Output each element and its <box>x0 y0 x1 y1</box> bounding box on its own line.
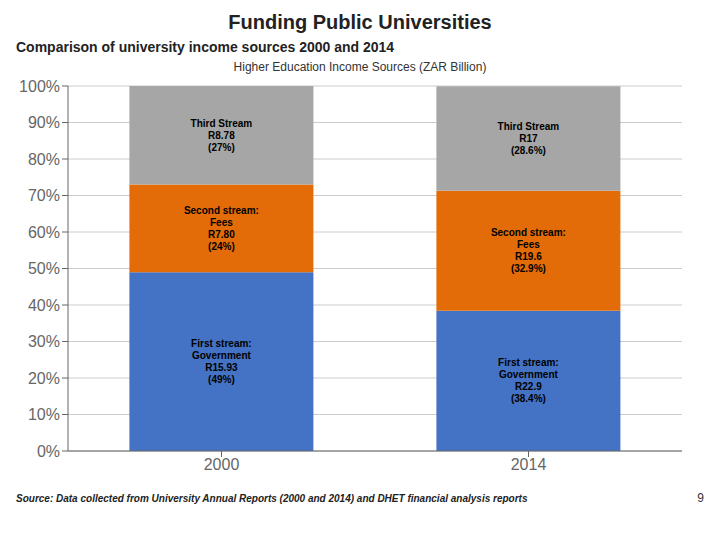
svg-text:30%: 30% <box>28 333 60 350</box>
svg-text:Government: Government <box>192 350 252 361</box>
svg-text:R17: R17 <box>519 133 538 144</box>
svg-text:Government: Government <box>499 369 559 380</box>
svg-text:(24%): (24%) <box>208 241 235 252</box>
svg-text:R22.9: R22.9 <box>515 381 542 392</box>
svg-text:(49%): (49%) <box>208 374 235 385</box>
svg-text:R15.93: R15.93 <box>205 362 238 373</box>
svg-text:First stream:: First stream: <box>191 338 252 349</box>
svg-text:2014: 2014 <box>511 456 547 473</box>
svg-text:R19.6: R19.6 <box>515 251 542 262</box>
svg-text:Third Stream: Third Stream <box>191 118 253 129</box>
html-text:Higher Education Income Source: Higher Education Income Sources (ZAR Bil… <box>233 60 487 74</box>
svg-text:90%: 90% <box>28 114 60 131</box>
svg-text:Second stream:: Second stream: <box>184 205 259 216</box>
svg-text:20%: 20% <box>28 370 60 387</box>
svg-text:100%: 100% <box>19 78 60 95</box>
svg-text:Second stream:: Second stream: <box>491 227 566 238</box>
svg-text:(32.9%): (32.9%) <box>511 263 546 274</box>
svg-text:R8.78: R8.78 <box>208 130 235 141</box>
svg-text:40%: 40% <box>28 297 60 314</box>
svg-text:50%: 50% <box>28 260 60 277</box>
svg-text:0%: 0% <box>37 443 60 460</box>
svg-text:10%: 10% <box>28 406 60 423</box>
svg-text:(38.4%): (38.4%) <box>511 393 546 404</box>
svg-text:Fees: Fees <box>210 217 233 228</box>
svg-text:First stream:: First stream: <box>498 357 559 368</box>
svg-text:60%: 60% <box>28 224 60 241</box>
html-text:Comparison of university incom: Comparison of university income sources … <box>16 39 395 55</box>
svg-text:Fees: Fees <box>517 239 540 250</box>
html-text:Source: Data collected from Un: Source: Data collected from University A… <box>16 492 528 504</box>
svg-text:2000: 2000 <box>204 456 240 473</box>
svg-text:(27%): (27%) <box>208 142 235 153</box>
svg-text:Third Stream: Third Stream <box>498 121 560 132</box>
svg-text:80%: 80% <box>28 151 60 168</box>
svg-text:70%: 70% <box>28 187 60 204</box>
html-text:Funding Public Universities: Funding Public Universities <box>228 11 492 33</box>
svg-text:R7.80: R7.80 <box>208 229 235 240</box>
svg-text:(28.6%): (28.6%) <box>511 145 546 156</box>
html-text:9: 9 <box>697 491 704 505</box>
